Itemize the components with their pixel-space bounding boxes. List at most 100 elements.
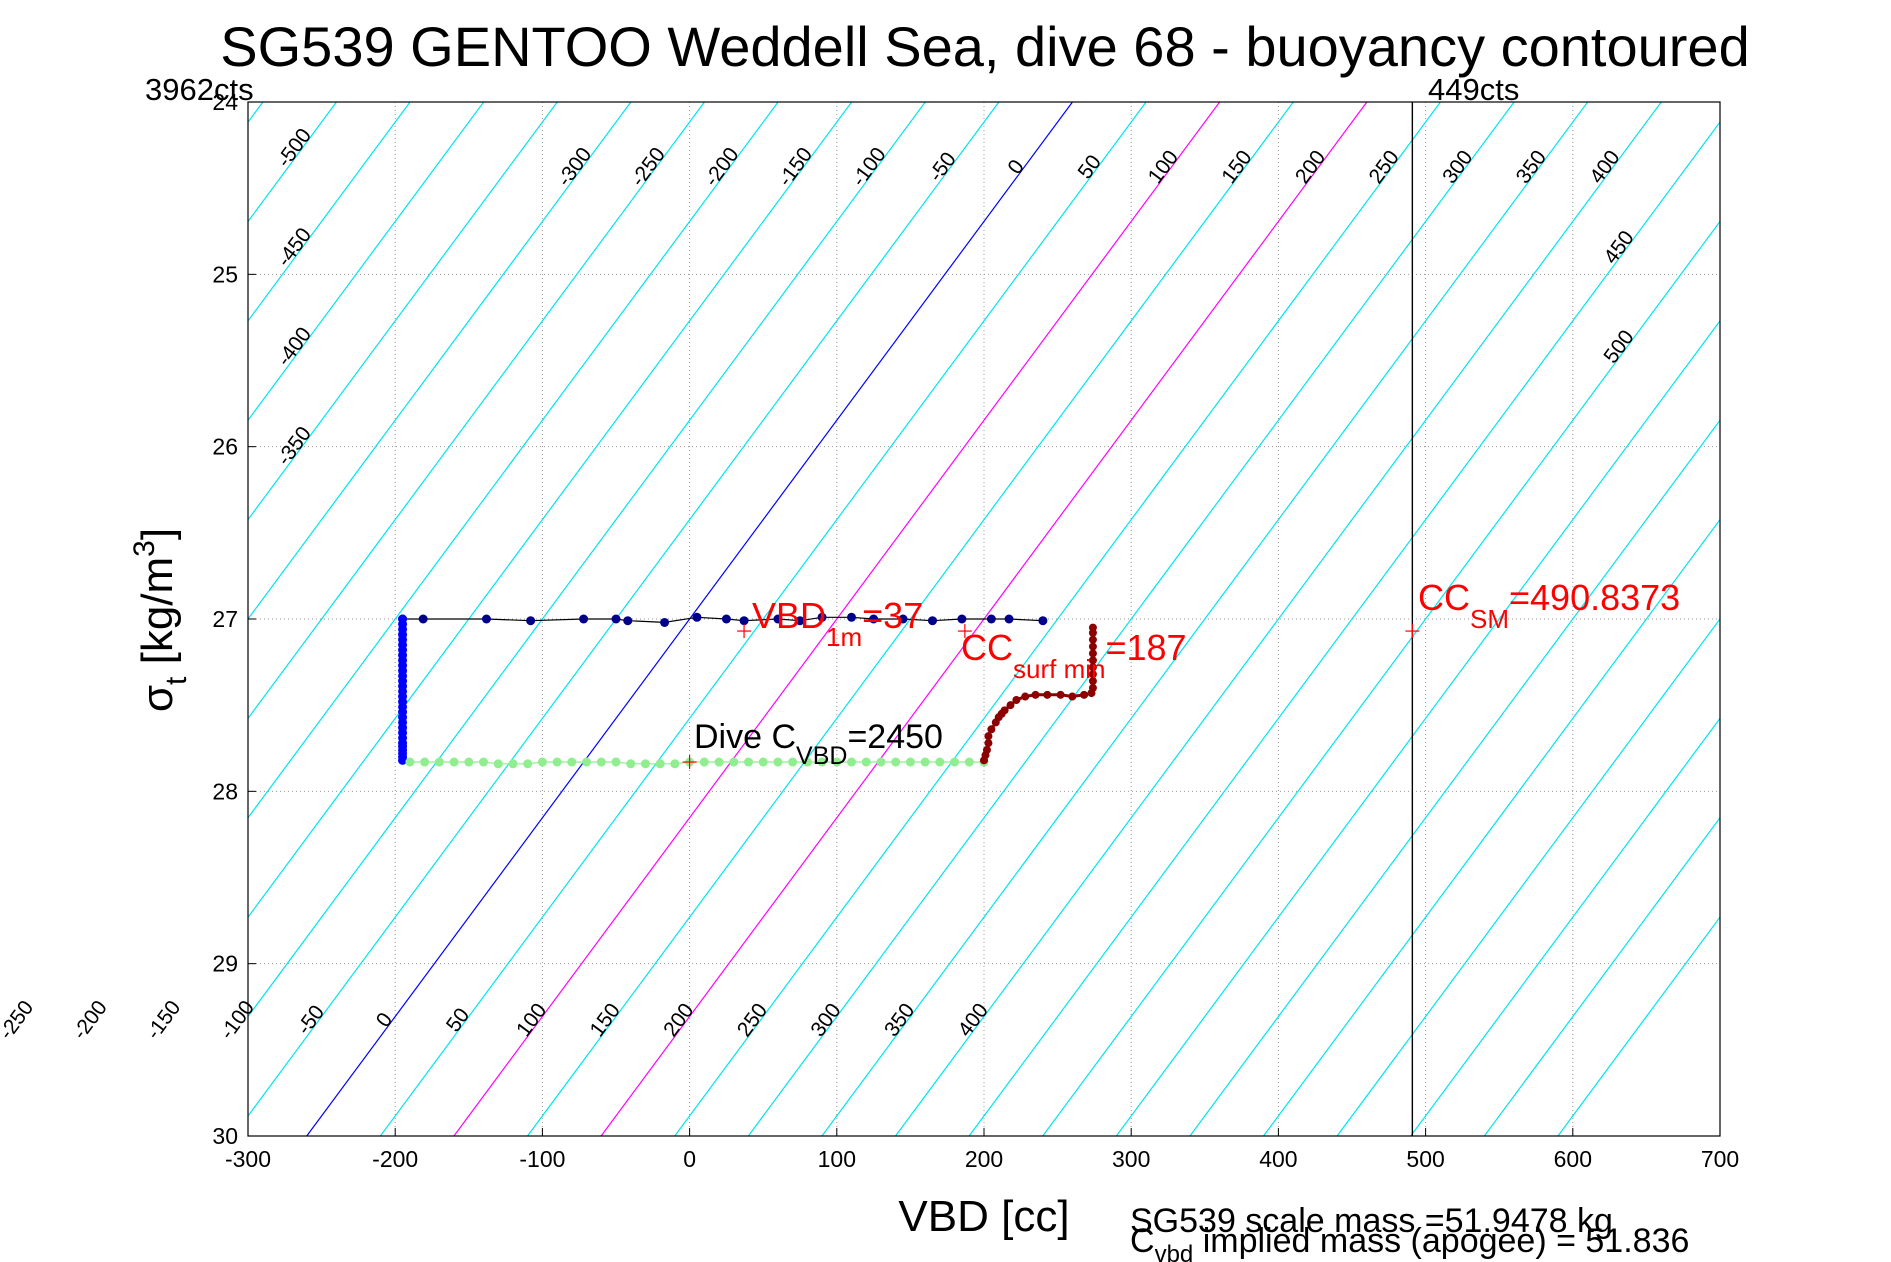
data-point — [1043, 690, 1052, 699]
y-tick-label: 24 — [212, 89, 238, 115]
annotation-cc-surf-min-base: CC — [961, 627, 1013, 668]
data-point — [739, 616, 749, 626]
data-point — [449, 757, 459, 767]
data-point — [582, 757, 592, 767]
x-tick-label: 700 — [1701, 1146, 1739, 1172]
data-point — [869, 614, 879, 624]
data-point — [418, 614, 428, 624]
data-point — [905, 757, 915, 767]
contour-line — [1263, 518, 1720, 1136]
data-point — [773, 757, 783, 767]
contour-line — [248, 102, 779, 819]
data-point — [479, 757, 489, 767]
annotation-dive-cvbd-base: Dive C — [694, 718, 796, 756]
data-point — [986, 614, 996, 624]
data-point — [1006, 701, 1015, 710]
data-point — [623, 616, 633, 626]
annotation-dive-cvbd-sub: VBD — [796, 742, 847, 770]
series-line — [409, 761, 984, 765]
annotation-vbd-1m: VBD1m=37 — [752, 595, 923, 652]
annotation-cc-sm: CCSM=490.8373 — [1418, 577, 1680, 634]
data-point — [1088, 623, 1097, 632]
data-point — [537, 757, 547, 767]
data-point — [1088, 683, 1097, 692]
data-point — [398, 755, 408, 765]
x-tick-label: 600 — [1554, 1146, 1592, 1172]
data-point — [795, 616, 805, 626]
corner-label-right: 449cts — [1428, 72, 1519, 107]
data-point — [699, 757, 709, 767]
contour-line — [248, 102, 485, 422]
data-point — [464, 757, 474, 767]
contour-line — [674, 102, 1441, 1136]
data-point — [1004, 614, 1014, 624]
annotation-markers — [682, 624, 1420, 770]
data-point — [434, 757, 444, 767]
chart-title: SG539 GENTOO Weddell Sea, dive 68 - buoy… — [220, 15, 1749, 78]
data-point — [729, 757, 739, 767]
data-point — [596, 757, 606, 767]
annotation-cc-sm-sub: SM — [1470, 604, 1509, 634]
data-point — [1012, 695, 1021, 704]
annotation-vbd-1m-value: =37 — [862, 595, 923, 636]
data-point — [957, 614, 967, 624]
data-point — [655, 759, 665, 769]
annotation-cc-sm-value: =490.8373 — [1509, 577, 1680, 618]
contour-line — [1410, 717, 1720, 1136]
x-tick-label: 0 — [683, 1146, 696, 1172]
annotation-vbd-1m-base: VBD — [752, 595, 826, 636]
data-point — [626, 759, 636, 769]
data-point — [420, 757, 430, 767]
footer-scale-mass: SG539 scale mass =51.9478 kg — [1130, 1202, 1613, 1240]
y-axis-label-unit-sup: 3 — [128, 540, 161, 557]
y-axis-label-unit: [kg/m — [133, 557, 182, 677]
contour-line — [453, 102, 1221, 1136]
annotation-cc-sm-base: CC — [1418, 577, 1470, 618]
data-point — [721, 614, 731, 624]
data-point — [773, 614, 783, 624]
data-point — [523, 759, 533, 769]
data-point — [611, 614, 621, 624]
data-point — [861, 757, 871, 767]
x-axis-label: VBD [cc] — [898, 1192, 1069, 1241]
buoyancy-contours — [248, 102, 1720, 1136]
contour-line — [248, 102, 558, 521]
corner-label-left: 3962cts — [145, 72, 254, 107]
data-point — [567, 757, 577, 767]
data-point — [1088, 649, 1097, 658]
contour-line — [1336, 617, 1720, 1136]
x-tick-label: -100 — [519, 1146, 565, 1172]
data-point — [788, 757, 798, 767]
annotation-vbd-1m-sub: 1m — [826, 622, 862, 652]
series-line — [402, 616, 1043, 624]
data-point — [493, 759, 503, 769]
data-point — [982, 745, 991, 754]
y-axis-label-sub: t — [160, 676, 193, 685]
data-point — [481, 614, 491, 624]
data-point — [1088, 663, 1097, 672]
data-point — [743, 757, 753, 767]
contour-line — [379, 102, 1147, 1136]
x-tick-label: 200 — [965, 1146, 1003, 1172]
y-axis-label-symbol: σ — [133, 685, 182, 712]
y-tick-label: 26 — [212, 434, 238, 460]
data-point — [670, 759, 680, 769]
annotation-cc-surf-min-value: =187 — [1105, 627, 1186, 668]
y-axis-label: σt [kg/m3] — [128, 528, 193, 712]
data-point — [832, 757, 842, 767]
data-point — [1038, 616, 1048, 626]
data-point — [552, 757, 562, 767]
data-point — [508, 759, 518, 769]
contour-label: -150 — [142, 996, 185, 1043]
y-tick-label: 27 — [212, 606, 238, 632]
data-point — [692, 612, 702, 622]
data-point — [1088, 670, 1097, 679]
data-point — [1088, 656, 1097, 665]
data-point — [1000, 706, 1009, 715]
data-point — [984, 739, 993, 748]
x-tick-label: -300 — [225, 1146, 271, 1172]
data-point — [714, 757, 724, 767]
data-point — [611, 757, 621, 767]
contour-line — [895, 102, 1662, 1136]
